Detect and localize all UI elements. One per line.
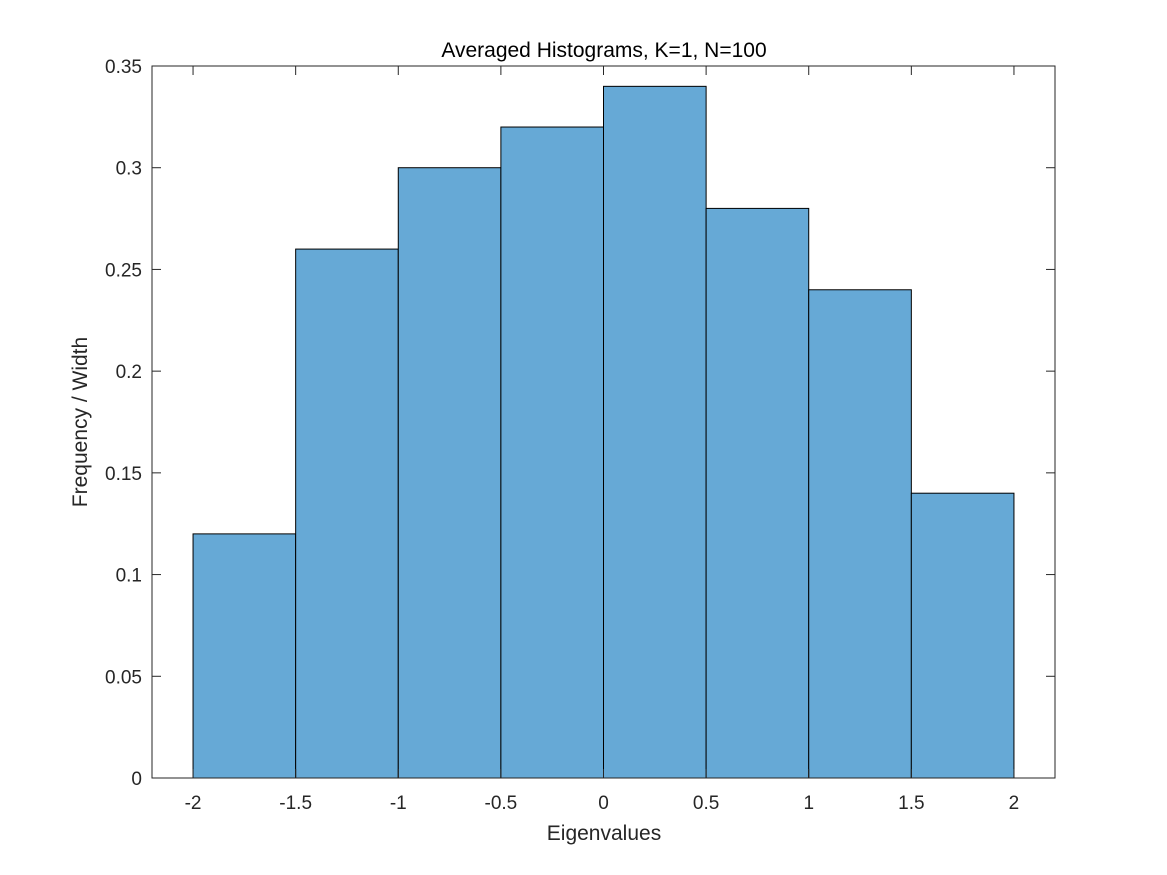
histogram-bar: [397, 167, 502, 779]
x-tick-label: -1.5: [279, 793, 312, 814]
y-tick-label: 0.35: [105, 57, 142, 78]
histogram-bar: [705, 207, 810, 779]
y-tick-label: 0.25: [105, 260, 142, 281]
x-axis-label: Eigenvalues: [547, 822, 661, 845]
y-tick-label: 0.05: [105, 667, 142, 688]
y-tick-label: 0.15: [105, 464, 142, 485]
bars-group: [192, 85, 1015, 779]
histogram-bar: [910, 492, 1015, 779]
x-tick-label: 0.5: [693, 793, 719, 814]
x-tick-label: -2: [185, 793, 202, 814]
y-tick-label: 0.3: [116, 159, 142, 180]
x-tick-label: 0: [598, 793, 609, 814]
x-tick-label: 1: [803, 793, 814, 814]
y-axis-label: Frequency / Width: [69, 337, 92, 507]
y-tick-label: 0: [131, 769, 142, 790]
x-tick-label: -0.5: [485, 793, 518, 814]
histogram-bar: [192, 533, 297, 779]
y-tick-label: 0.1: [116, 566, 142, 587]
y-ticks-group: 0 0.05 0.1 0.15 0.2 0.25 0.3 0.35: [105, 57, 1055, 790]
histogram-bar: [808, 289, 912, 779]
x-ticks-group: -2 -1.5 -1 -0.5 0 0.5 1 1.5 2: [185, 66, 1020, 814]
histogram-bar: [295, 248, 399, 779]
histogram-bar: [500, 126, 604, 779]
chart-title: Averaged Histograms, K=1, N=100: [441, 39, 766, 62]
x-tick-label: 1.5: [898, 793, 924, 814]
y-tick-label: 0.2: [116, 362, 142, 383]
histogram-bar: [603, 85, 707, 779]
x-tick-label: 2: [1009, 793, 1020, 814]
x-tick-label: -1: [390, 793, 407, 814]
